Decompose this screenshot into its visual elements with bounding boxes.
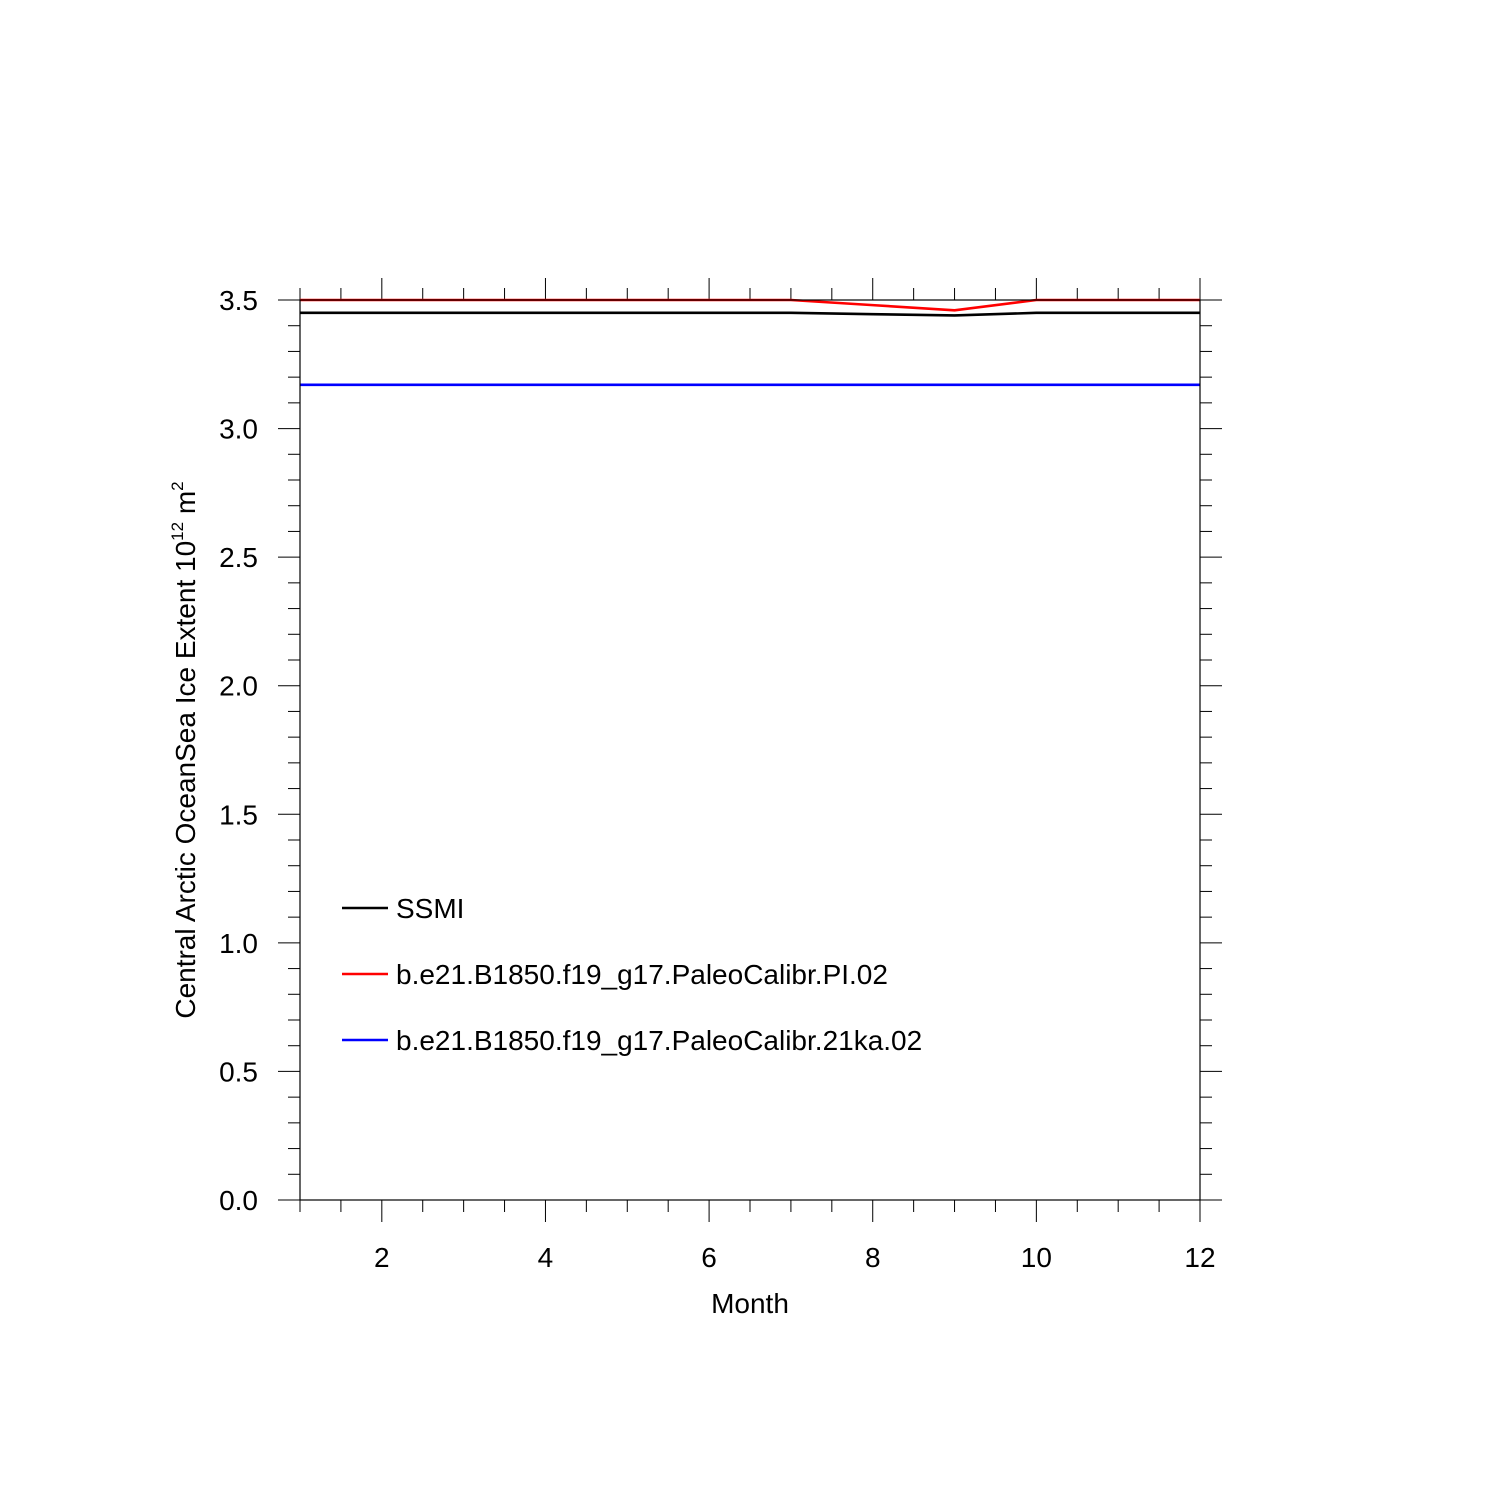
legend-label: b.e21.B1850.f19_g17.PaleoCalibr.21ka.02 [396, 1025, 922, 1056]
x-tick-label: 4 [538, 1242, 554, 1273]
y-axis-label-exponent: 12 [168, 522, 187, 541]
x-tick-label: 8 [865, 1242, 881, 1273]
x-tick-labels: 2 4 6 8 10 12 [374, 1242, 1216, 1273]
y-tick-label: 2.0 [219, 671, 258, 702]
series-line-1 [300, 311, 1200, 317]
y-axis-label-unit-exponent: 2 [168, 481, 187, 490]
x-tick-label: 12 [1184, 1242, 1215, 1273]
plot-frame [299, 299, 1201, 1201]
y-axis-label-unit: m [170, 491, 201, 522]
x-tick-label: 2 [374, 1242, 390, 1273]
legend: SSMI b.e21.B1850.f19_g17.PaleoCalibr.PI.0… [342, 893, 922, 1056]
x-tick-label: 6 [701, 1242, 717, 1273]
legend-label: b.e21.B1850.f19_g17.PaleoCalibr.PI.02 [396, 959, 888, 990]
legend-label: SSMI [396, 893, 464, 924]
minor-ticks [288, 288, 1212, 1212]
x-axis-label: Month [711, 1288, 789, 1319]
series-line-2 [300, 298, 1200, 312]
y-axis-label: Central Arctic OceanSea Ice Extent 1012 … [168, 481, 201, 1018]
series-lines [300, 298, 1200, 387]
y-tick-label: 2.5 [219, 542, 258, 573]
y-tick-label: 3.0 [219, 414, 258, 445]
y-tick-label: 1.5 [219, 799, 258, 830]
y-tick-label: 0.5 [219, 1056, 258, 1087]
y-tick-label: 0.0 [219, 1185, 258, 1216]
major-ticks [278, 278, 1222, 1222]
y-tick-labels: 0.0 0.5 1.0 1.5 2.0 2.5 3.0 3.5 [219, 285, 258, 1216]
y-tick-label: 1.0 [219, 928, 258, 959]
y-tick-label: 3.5 [219, 285, 258, 316]
x-tick-label: 10 [1021, 1242, 1052, 1273]
y-axis-label-main: Central Arctic OceanSea Ice Extent 10 [170, 541, 201, 1019]
